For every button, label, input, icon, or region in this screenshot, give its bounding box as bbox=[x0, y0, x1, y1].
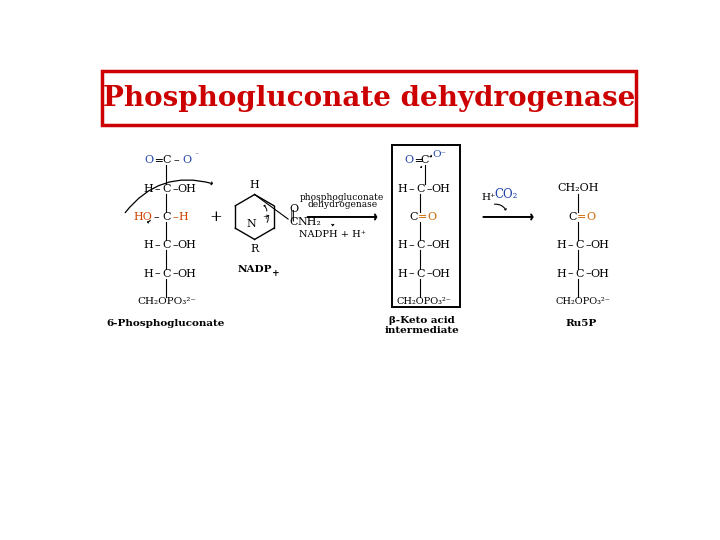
Text: Phosphogluconate dehydrogenase: Phosphogluconate dehydrogenase bbox=[103, 85, 635, 112]
Text: –: – bbox=[585, 240, 591, 250]
Text: –: – bbox=[408, 184, 414, 194]
Text: Ru5P: Ru5P bbox=[565, 319, 597, 328]
Text: –: – bbox=[154, 240, 160, 250]
Text: =: = bbox=[577, 212, 586, 222]
Text: –: – bbox=[408, 240, 414, 250]
Text: +: + bbox=[263, 213, 269, 221]
Text: C: C bbox=[416, 240, 425, 250]
Text: C: C bbox=[416, 184, 425, 194]
Text: H: H bbox=[179, 212, 189, 222]
Text: O: O bbox=[586, 212, 595, 222]
Text: NADPH + H⁺: NADPH + H⁺ bbox=[300, 230, 366, 239]
Text: O: O bbox=[405, 156, 414, 165]
Text: CH₂OPO₃²⁻: CH₂OPO₃²⁻ bbox=[137, 298, 196, 306]
Text: +: + bbox=[272, 269, 279, 279]
Text: C: C bbox=[162, 212, 171, 222]
Text: ═: ═ bbox=[155, 156, 161, 165]
Text: C: C bbox=[575, 240, 584, 250]
Text: H⁺: H⁺ bbox=[482, 193, 496, 201]
Text: H: H bbox=[397, 184, 408, 194]
Text: N: N bbox=[247, 219, 257, 229]
Text: C: C bbox=[162, 240, 171, 250]
Text: OH: OH bbox=[590, 268, 609, 279]
Text: H: H bbox=[250, 180, 259, 191]
Text: C: C bbox=[289, 217, 298, 227]
Text: OH: OH bbox=[431, 268, 450, 279]
Bar bbox=[102, 71, 636, 125]
Text: –: – bbox=[408, 268, 414, 279]
Text: OH: OH bbox=[431, 184, 450, 194]
Text: OH: OH bbox=[590, 240, 609, 250]
Text: phosphogluconate: phosphogluconate bbox=[300, 193, 384, 201]
Text: O: O bbox=[289, 204, 298, 214]
Text: ⁻: ⁻ bbox=[194, 152, 199, 160]
Text: –: – bbox=[426, 240, 432, 250]
Text: –: – bbox=[426, 184, 432, 194]
Text: H: H bbox=[557, 268, 567, 279]
Text: –: – bbox=[154, 184, 160, 194]
Text: C: C bbox=[410, 212, 418, 222]
Text: OH: OH bbox=[431, 240, 450, 250]
Text: CH₂OPO₃²⁻: CH₂OPO₃²⁻ bbox=[396, 298, 451, 306]
Text: intermediate: intermediate bbox=[384, 326, 459, 335]
Text: dehydrogenase: dehydrogenase bbox=[307, 200, 377, 209]
Text: +: + bbox=[210, 210, 222, 224]
Text: R: R bbox=[251, 244, 258, 254]
Text: H: H bbox=[144, 184, 153, 194]
Text: –: – bbox=[567, 240, 572, 250]
Text: C: C bbox=[162, 156, 171, 165]
Text: C: C bbox=[568, 212, 577, 222]
Text: O⁻: O⁻ bbox=[432, 150, 446, 159]
Bar bbox=[392, 145, 460, 307]
Text: OH: OH bbox=[177, 240, 196, 250]
Text: CH₂OPO₃²⁻: CH₂OPO₃²⁻ bbox=[555, 298, 610, 306]
Text: OH: OH bbox=[177, 268, 196, 279]
Text: C: C bbox=[162, 268, 171, 279]
Text: –: – bbox=[567, 268, 572, 279]
Text: –: – bbox=[173, 184, 178, 194]
Text: H: H bbox=[397, 240, 408, 250]
Text: C: C bbox=[416, 268, 425, 279]
Text: O: O bbox=[182, 156, 191, 165]
Text: H: H bbox=[144, 240, 153, 250]
Text: –: – bbox=[173, 268, 178, 279]
Text: –: – bbox=[153, 212, 158, 222]
Text: C: C bbox=[162, 184, 171, 194]
Text: ‖: ‖ bbox=[290, 209, 295, 221]
Text: H: H bbox=[397, 268, 408, 279]
Text: C: C bbox=[575, 268, 584, 279]
Text: CO₂: CO₂ bbox=[494, 187, 518, 201]
Text: C: C bbox=[420, 156, 429, 165]
Text: β-Keto acid: β-Keto acid bbox=[389, 316, 455, 325]
Text: CH₂OH: CH₂OH bbox=[557, 183, 599, 193]
Text: 6-Phosphogluconate: 6-Phosphogluconate bbox=[106, 319, 225, 328]
Text: =: = bbox=[418, 212, 427, 222]
Text: –: – bbox=[173, 212, 178, 222]
Text: –: – bbox=[174, 156, 179, 165]
Text: –: – bbox=[154, 268, 160, 279]
Text: –: – bbox=[173, 240, 178, 250]
Text: H: H bbox=[557, 240, 567, 250]
Text: HO: HO bbox=[134, 212, 153, 222]
Text: NADP: NADP bbox=[238, 265, 272, 274]
Text: –: – bbox=[585, 268, 591, 279]
Text: NH₂: NH₂ bbox=[297, 217, 321, 227]
Text: O: O bbox=[144, 156, 153, 165]
Text: H: H bbox=[144, 268, 153, 279]
Text: O: O bbox=[427, 212, 436, 222]
Text: OH: OH bbox=[177, 184, 196, 194]
Text: ═: ═ bbox=[415, 156, 421, 165]
Text: –: – bbox=[426, 268, 432, 279]
